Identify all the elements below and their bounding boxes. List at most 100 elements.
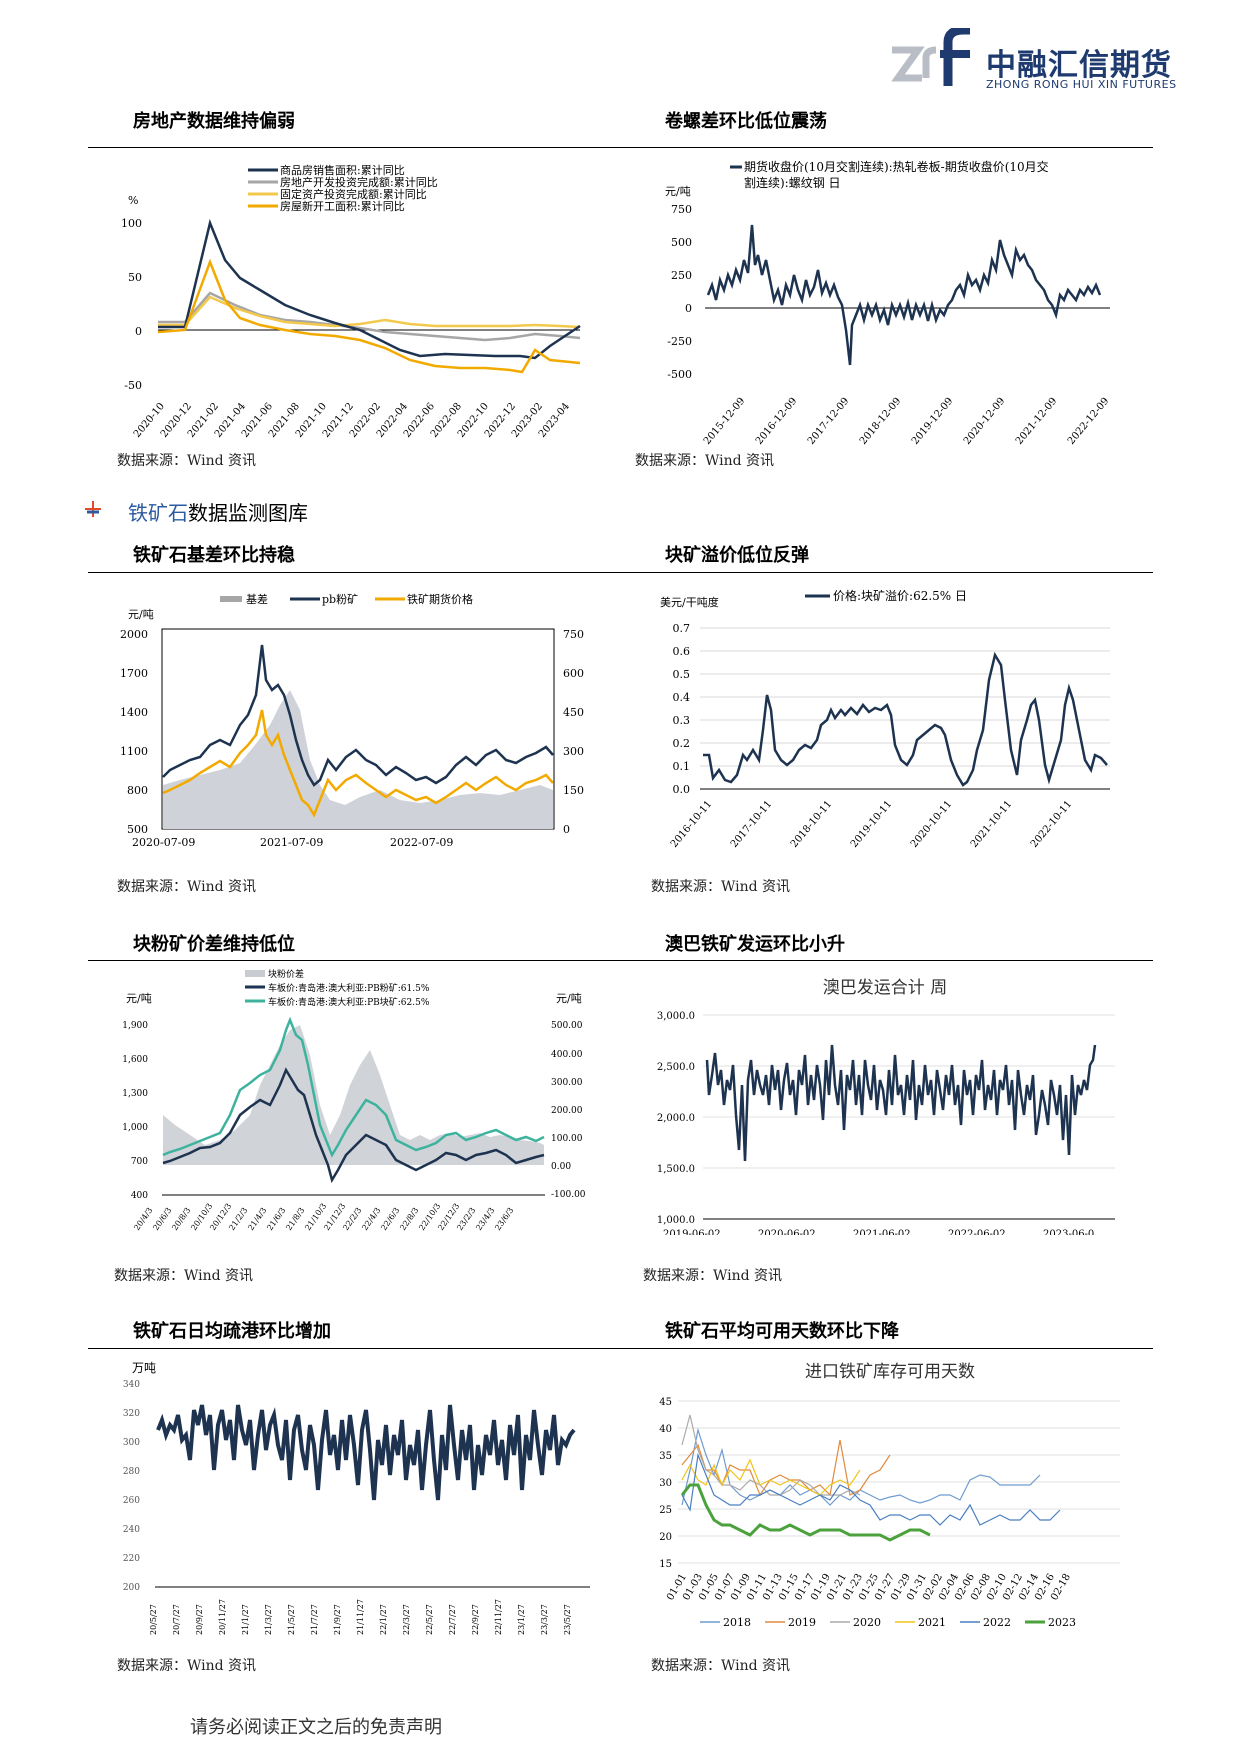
svg-text:2016-12-09: 2016-12-09 bbox=[754, 396, 799, 447]
source-c4: 数据来源：Wind 资讯 bbox=[651, 879, 791, 895]
chart-c6: 澳巴发运合计 周 3,000.0 2,500.0 2,000.0 1,500.0… bbox=[657, 978, 1115, 1235]
svg-text:2017-12-09: 2017-12-09 bbox=[806, 396, 851, 447]
chart-c8: 进口铁矿库存可用天数 45 40 35 30 25 20 15 01-01 01… bbox=[659, 1362, 1120, 1629]
svg-text:22/5/27: 22/5/27 bbox=[425, 1604, 434, 1635]
svg-text:2019-06-02: 2019-06-02 bbox=[663, 1229, 721, 1235]
c5-series-pbfines bbox=[162, 1067, 545, 1184]
c3-ytick-right: 600 bbox=[563, 667, 584, 680]
c3-series-futures bbox=[162, 709, 554, 818]
c7-ytick: 300 bbox=[123, 1438, 140, 1448]
c2-ytick: -250 bbox=[667, 335, 692, 348]
c1-series-gray bbox=[158, 291, 581, 342]
c3-ytick: 500 bbox=[127, 823, 148, 836]
svg-text:pb粉矿: pb粉矿 bbox=[322, 593, 358, 606]
chart-c3: 基差 pb粉矿 铁矿期货价格 元/吨 2000 1700 1400 1100 8… bbox=[120, 592, 584, 849]
c5-ytick-right: -100.00 bbox=[551, 1190, 586, 1200]
source-c1: 数据来源：Wind 资讯 bbox=[117, 453, 257, 469]
chart-title-c8: 铁矿石平均可用天数环比下降 bbox=[665, 1321, 899, 1342]
svg-text:2019-12-09: 2019-12-09 bbox=[910, 396, 955, 447]
svg-text:2022-07-09: 2022-07-09 bbox=[390, 836, 453, 849]
svg-text:2019: 2019 bbox=[788, 1616, 816, 1629]
c2-xticks: 2015-12-09 2016-12-09 2017-12-09 2018-12… bbox=[702, 396, 1111, 447]
c5-xticks: 20/4/3 20/6/3 20/8/3 20/10/3 20/12/3 21/… bbox=[132, 1202, 515, 1232]
source-c8: 数据来源：Wind 资讯 bbox=[651, 1658, 791, 1674]
divider bbox=[88, 960, 1153, 961]
c7-xticks: 20/5/27 20/7/27 20/9/27 20/11/27 21/1/27… bbox=[149, 1599, 572, 1635]
c1-legend-1: 房地产开发投资完成额:累计同比 bbox=[280, 175, 438, 189]
c2-legend-1: 割连续):螺纹钢 日 bbox=[744, 175, 841, 190]
c3-series-pb bbox=[162, 644, 554, 787]
logo-text-cn: 中融汇信期货 bbox=[986, 48, 1172, 83]
c8-ytick: 35 bbox=[659, 1451, 672, 1462]
c1-ytick: 100 bbox=[121, 217, 142, 230]
svg-text:2021-07-09: 2021-07-09 bbox=[260, 836, 323, 849]
c2-ytick: -500 bbox=[667, 368, 692, 381]
svg-text:21/1/27: 21/1/27 bbox=[241, 1604, 250, 1635]
svg-text:23/3/27: 23/3/27 bbox=[540, 1604, 549, 1635]
c8-series-2023 bbox=[680, 1483, 931, 1542]
svg-text:22/11/27: 22/11/27 bbox=[494, 1599, 503, 1635]
svg-text:2020-12-09: 2020-12-09 bbox=[962, 396, 1007, 447]
c4-ytick: 0.6 bbox=[673, 645, 691, 658]
svg-text:20/4/3: 20/4/3 bbox=[132, 1206, 154, 1232]
c1-legend-0: 商品房销售面积:累计同比 bbox=[280, 163, 405, 177]
c5-ytick: 400 bbox=[131, 1191, 148, 1201]
c5-ytick-right: 500.00 bbox=[551, 1021, 583, 1031]
c8-ytick: 20 bbox=[659, 1532, 672, 1543]
divider bbox=[88, 147, 1153, 148]
c3-ytick: 2000 bbox=[120, 628, 148, 641]
svg-text:20/5/27: 20/5/27 bbox=[149, 1604, 158, 1635]
divider bbox=[88, 572, 1153, 573]
svg-text:2020-10-11: 2020-10-11 bbox=[909, 799, 954, 850]
svg-text:2020-07-09: 2020-07-09 bbox=[132, 836, 195, 849]
c6-ytick: 2,000.0 bbox=[657, 1113, 695, 1124]
c3-ytick-right: 450 bbox=[563, 706, 584, 719]
c2-unit: 元/吨 bbox=[665, 185, 691, 198]
svg-text:23/6/3: 23/6/3 bbox=[493, 1206, 515, 1232]
c8-legend: 2018 2019 2020 2021 2022 2023 bbox=[700, 1616, 1076, 1629]
c5-ytick-right: 100.00 bbox=[551, 1134, 583, 1144]
source-c2: 数据来源：Wind 资讯 bbox=[635, 453, 775, 469]
svg-text:基差: 基差 bbox=[246, 592, 268, 606]
c3-ytick: 800 bbox=[127, 784, 148, 797]
c5-series-pblump bbox=[162, 1016, 545, 1158]
chart-title-c5: 块粉矿价差维持低位 bbox=[133, 934, 295, 955]
c3-ytick-right: 300 bbox=[563, 745, 584, 758]
c7-ytick: 320 bbox=[123, 1409, 140, 1419]
svg-text:铁矿期货价格: 铁矿期货价格 bbox=[407, 592, 473, 606]
c2-legend-0: 期货收盘价(10月交割连续):热轧卷板-期货收盘价(10月交 bbox=[744, 159, 1049, 174]
c1-series-gold bbox=[157, 258, 581, 374]
c7-ytick: 260 bbox=[123, 1496, 140, 1506]
c6-inner-title: 澳巴发运合计 周 bbox=[823, 978, 947, 998]
c3-ytick-right: 150 bbox=[563, 784, 584, 797]
c1-xticks: 2020-10 2020-12 2021-02 2021-04 2021-06 … bbox=[132, 401, 572, 440]
source-c3: 数据来源：Wind 资讯 bbox=[117, 879, 257, 895]
chart-c4: 价格:块矿溢价:62.5% 日 美元/干吨度 0.7 0.6 0.5 0.4 0… bbox=[660, 588, 1110, 850]
c8-ytick: 40 bbox=[659, 1424, 672, 1435]
c7-ytick: 280 bbox=[123, 1467, 140, 1477]
svg-text:20/6/3: 20/6/3 bbox=[151, 1206, 173, 1232]
c8-series-2020 bbox=[681, 1414, 861, 1496]
c2-ytick: 0 bbox=[685, 302, 692, 315]
c6-ytick: 1,000.0 bbox=[657, 1215, 695, 1226]
c8-inner-title: 进口铁矿库存可用天数 bbox=[805, 1362, 975, 1382]
c8-series-2022 bbox=[681, 1452, 1061, 1526]
c3-ytick: 1100 bbox=[120, 745, 148, 758]
c5-ytick-right: 0.00 bbox=[551, 1162, 571, 1172]
c4-ytick: 0.4 bbox=[673, 691, 691, 704]
c6-xticks: 2019-06-02 2020-06-02 2021-06-02 2022-06… bbox=[663, 1229, 1094, 1235]
svg-text:2017-10-11: 2017-10-11 bbox=[729, 799, 774, 850]
c6-ytick: 2,500.0 bbox=[657, 1062, 695, 1073]
svg-text:21/8/3: 21/8/3 bbox=[284, 1206, 306, 1232]
c7-unit: 万吨 bbox=[132, 1361, 156, 1375]
c8-ytick: 25 bbox=[659, 1505, 672, 1516]
c4-series bbox=[703, 651, 1108, 787]
svg-text:21/3/27: 21/3/27 bbox=[264, 1604, 273, 1635]
c5-unit-left: 元/吨 bbox=[126, 992, 152, 1005]
c5-ytick: 1,600 bbox=[122, 1055, 148, 1065]
svg-text:2023-06-0: 2023-06-0 bbox=[1043, 1229, 1094, 1235]
c2-ytick: 250 bbox=[671, 269, 692, 282]
chart-title-c7: 铁矿石日均疏港环比增加 bbox=[133, 1321, 331, 1342]
c3-series-basis bbox=[163, 690, 553, 829]
c7-series bbox=[156, 1404, 576, 1501]
